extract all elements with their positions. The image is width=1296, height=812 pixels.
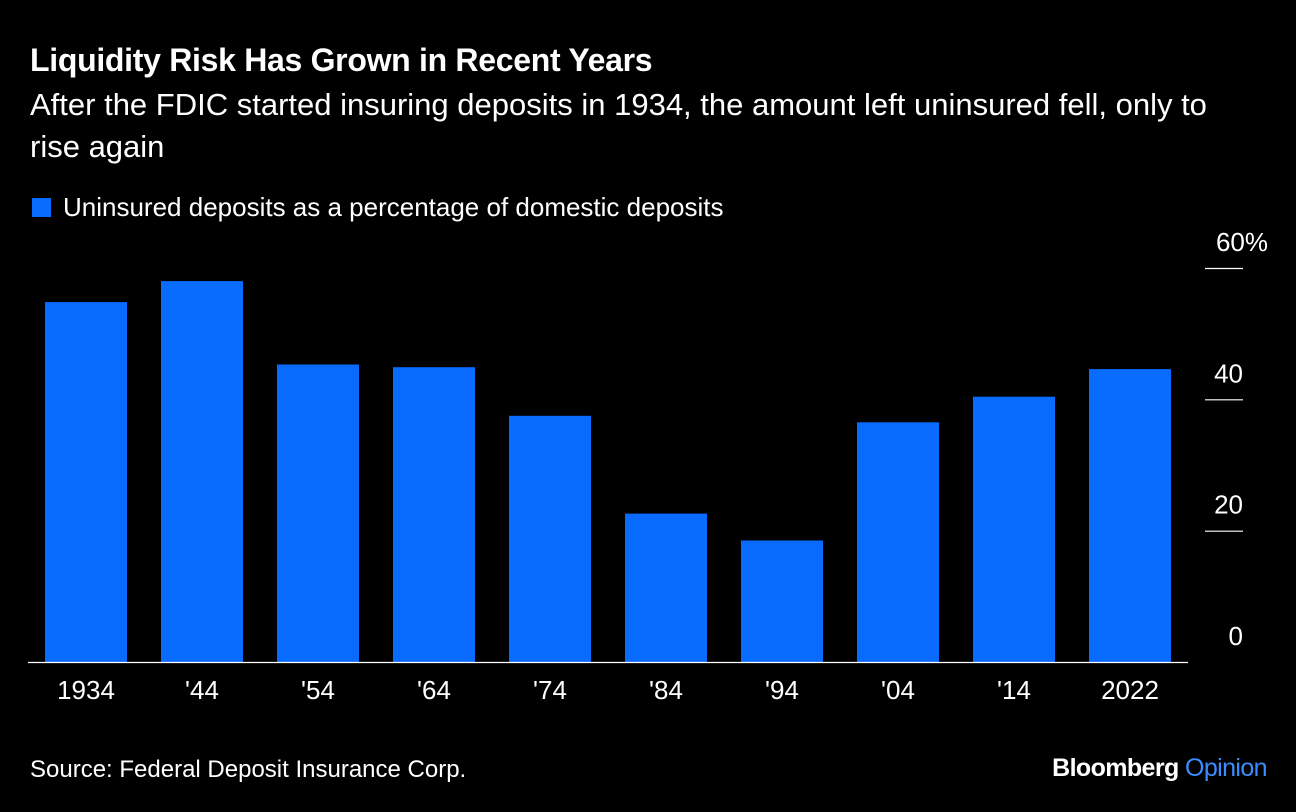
- x-tick-label: '44: [185, 675, 219, 705]
- x-tick-label: '74: [533, 675, 567, 705]
- y-tick-label: 0: [1229, 621, 1243, 651]
- bar: [741, 540, 823, 662]
- chart-subtitle: After the FDIC started insuring deposits…: [30, 87, 1207, 164]
- bar: [973, 396, 1055, 662]
- y-tick-label: 20: [1214, 490, 1243, 520]
- x-tick-label: 2022: [1101, 675, 1159, 705]
- bar: [277, 364, 359, 662]
- bar: [45, 302, 127, 662]
- brand-logo: Bloomberg Opinion: [1052, 754, 1267, 783]
- chart-title: Liquidity Risk Has Grown in Recent Years: [30, 42, 653, 78]
- bar: [509, 415, 591, 663]
- x-tick-label: '64: [417, 675, 451, 705]
- bar: [161, 281, 243, 662]
- legend-swatch: [32, 197, 51, 217]
- y-tick-label: 60%: [1216, 227, 1268, 257]
- brand-product: Opinion: [1185, 754, 1268, 782]
- bar: [1089, 369, 1171, 662]
- brand-name: Bloomberg: [1052, 754, 1179, 782]
- bar: [625, 513, 707, 662]
- legend-label: Uninsured deposits as a percentage of do…: [63, 191, 724, 222]
- bar: [393, 367, 475, 662]
- bar: [857, 422, 939, 662]
- x-tick-label: '04: [881, 675, 915, 705]
- x-tick-label: 1934: [57, 675, 115, 705]
- x-tick-label: '14: [997, 675, 1031, 705]
- y-tick-label: 40: [1214, 358, 1243, 388]
- x-tick-label: '94: [765, 675, 799, 705]
- x-tick-label: '84: [649, 675, 683, 705]
- chart-legend: Uninsured deposits as a percentage of do…: [32, 190, 724, 224]
- source-note: Source: Federal Deposit Insurance Corp.: [30, 756, 467, 783]
- x-tick-label: '54: [301, 675, 335, 705]
